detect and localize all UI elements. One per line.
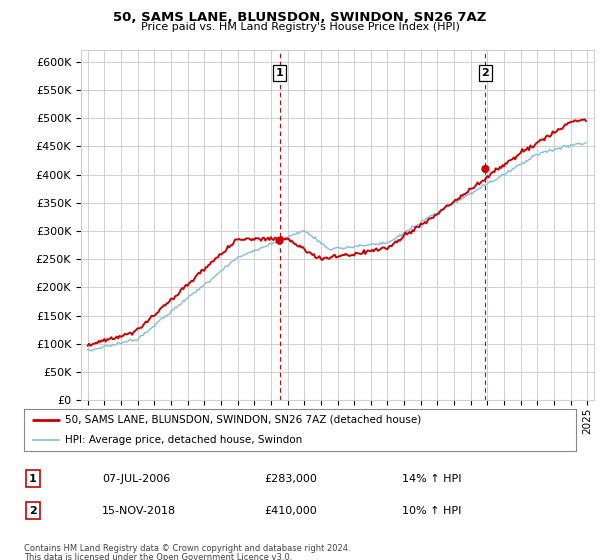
Text: Contains HM Land Registry data © Crown copyright and database right 2024.: Contains HM Land Registry data © Crown c… (24, 544, 350, 553)
Text: 15-NOV-2018: 15-NOV-2018 (102, 506, 176, 516)
Text: 07-JUL-2006: 07-JUL-2006 (102, 474, 170, 484)
Text: 2: 2 (29, 506, 37, 516)
Text: Price paid vs. HM Land Registry's House Price Index (HPI): Price paid vs. HM Land Registry's House … (140, 22, 460, 32)
Text: 2: 2 (482, 68, 489, 78)
Text: 50, SAMS LANE, BLUNSDON, SWINDON, SN26 7AZ: 50, SAMS LANE, BLUNSDON, SWINDON, SN26 7… (113, 11, 487, 24)
Text: 14% ↑ HPI: 14% ↑ HPI (402, 474, 461, 484)
Text: This data is licensed under the Open Government Licence v3.0.: This data is licensed under the Open Gov… (24, 553, 292, 560)
Text: 1: 1 (275, 68, 283, 78)
Point (275, 236, 284, 245)
Text: 10% ↑ HPI: 10% ↑ HPI (402, 506, 461, 516)
Point (481, 165, 490, 174)
Text: 50, SAMS LANE, BLUNSDON, SWINDON, SN26 7AZ (detached house): 50, SAMS LANE, BLUNSDON, SWINDON, SN26 7… (65, 415, 422, 424)
Text: £410,000: £410,000 (264, 506, 317, 516)
Text: £283,000: £283,000 (264, 474, 317, 484)
Text: HPI: Average price, detached house, Swindon: HPI: Average price, detached house, Swin… (65, 435, 302, 445)
Text: 1: 1 (29, 474, 37, 484)
